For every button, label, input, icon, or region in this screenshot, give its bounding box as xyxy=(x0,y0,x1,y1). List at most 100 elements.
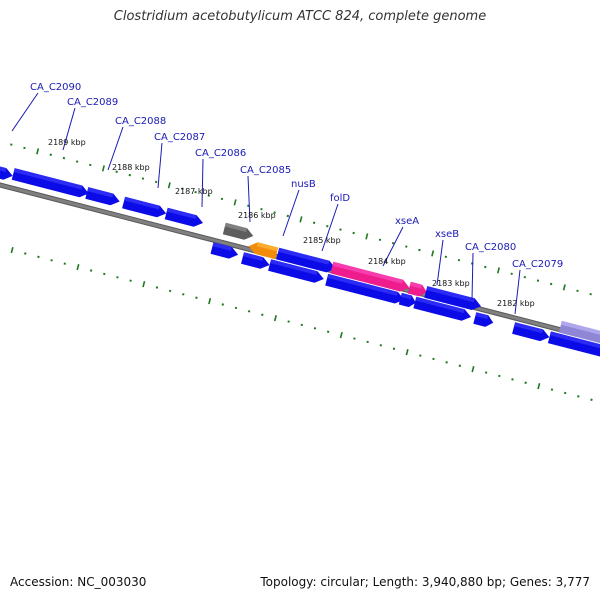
inner-tick-mark xyxy=(550,388,554,391)
inner-tick-mark xyxy=(445,361,448,364)
outer-tick-mark xyxy=(207,194,211,197)
outer-tick-mark xyxy=(23,146,26,150)
inner-tick-mark xyxy=(524,381,527,384)
outer-tick-mark xyxy=(457,258,461,262)
gene-arrow-highlight xyxy=(166,207,197,219)
inner-tick-mark xyxy=(10,246,14,254)
outer-tick-mark xyxy=(484,265,487,269)
inner-tick-mark xyxy=(168,289,172,293)
gene-label-leader xyxy=(321,203,339,252)
inner-tick-mark xyxy=(142,281,146,288)
inner-tick-mark xyxy=(432,357,435,361)
inner-tick-mark xyxy=(339,332,343,339)
outer-tick-mark xyxy=(233,199,237,206)
gene-arrow-highlight xyxy=(560,320,600,335)
outer-tick-mark xyxy=(405,245,408,248)
inner-tick-mark xyxy=(498,374,501,378)
outer-tick-mark xyxy=(391,241,395,245)
kbp-label-text: 2189 kbp xyxy=(48,138,86,147)
gene-label-leader xyxy=(201,158,204,208)
gene-arrow-highlight xyxy=(332,261,404,284)
inner-tick-mark xyxy=(63,262,66,265)
inner-tick-mark xyxy=(392,347,396,350)
gene-label-text: xseA xyxy=(395,216,419,227)
inner-tick-mark xyxy=(419,354,422,357)
outer-tick-mark xyxy=(312,221,316,224)
outer-tick-mark xyxy=(101,165,105,172)
outer-tick-mark xyxy=(365,233,369,240)
inner-tick-mark xyxy=(195,296,198,299)
kbp-label-text: 2183 kbp xyxy=(432,279,470,288)
outer-tick-mark xyxy=(444,255,448,259)
gene-label-leader xyxy=(62,107,76,151)
inner-tick-mark xyxy=(577,395,580,398)
outer-tick-mark xyxy=(128,173,132,177)
gene-arrow-highlight xyxy=(400,292,412,300)
inner-tick-mark xyxy=(563,391,567,395)
outer-tick-mark xyxy=(299,216,303,223)
inner-tick-mark xyxy=(261,313,264,316)
inner-tick-mark xyxy=(221,303,225,306)
inner-tick-mark xyxy=(379,344,383,347)
gene-label-leader xyxy=(11,92,39,132)
outer-tick-mark xyxy=(220,197,224,201)
kbp-label-text: 2186 kbp xyxy=(238,211,276,220)
gene-label-text: xseB xyxy=(435,229,459,240)
outer-tick-mark xyxy=(523,275,527,279)
genome-summary-text: Topology: circular; Length: 3,940,880 bp… xyxy=(260,575,590,589)
outer-tick-mark xyxy=(352,231,355,235)
gene-label-leader xyxy=(157,142,163,189)
inner-tick-mark xyxy=(405,349,409,356)
gene-label-leader xyxy=(247,175,251,223)
inner-tick-mark xyxy=(273,315,277,322)
outer-tick-mark xyxy=(247,204,250,207)
gene-arrow-highlight xyxy=(243,252,264,261)
gene-arrow-highlight xyxy=(475,312,489,320)
gene-arrow-highlight xyxy=(13,168,83,190)
gene-label-text: CA_C2085 xyxy=(240,165,291,176)
gene-label-text: CA_C2086 xyxy=(195,148,246,159)
gene-label-text: CA_C2088 xyxy=(115,116,166,127)
gene-arrow-highlight xyxy=(327,273,398,296)
inner-tick-mark xyxy=(116,276,119,279)
inner-tick-mark xyxy=(353,337,356,340)
outer-tick-mark xyxy=(36,148,40,155)
gene-label-text: CA_C2090 xyxy=(30,82,81,93)
label-leaders xyxy=(11,92,521,315)
inner-tick-mark xyxy=(24,252,27,255)
inner-tick-mark xyxy=(471,366,475,373)
gene-features xyxy=(0,166,600,357)
outer-tick-mark xyxy=(62,156,66,160)
outer-tick-mark xyxy=(378,238,382,241)
gene-label-leader xyxy=(514,269,521,315)
kbp-label-text: 2187 kbp xyxy=(175,187,213,196)
inner-tick-mark xyxy=(287,320,290,323)
kbp-labels: 2189 kbp 2188 kbp 2187 kbp 2186 kbp 2185 kbp… xyxy=(48,138,535,308)
outer-tick-mark xyxy=(326,224,329,228)
tick-rings xyxy=(0,143,593,401)
outer-tick-mark xyxy=(141,177,145,180)
gene-arrow-highlight xyxy=(278,247,330,265)
gene-arrow-highlight xyxy=(409,281,423,289)
outer-tick-mark xyxy=(286,214,290,218)
gene-arrow xyxy=(0,166,13,180)
gene-label-leader xyxy=(282,189,300,237)
gene-arrow-highlight xyxy=(124,196,160,210)
outer-tick-mark xyxy=(562,284,566,291)
gene-arrow-highlight xyxy=(256,242,279,252)
inner-tick-mark xyxy=(366,340,369,344)
gene-label-leader xyxy=(382,226,404,267)
outer-tick-mark xyxy=(75,160,79,163)
kbp-label-text: 2182 kbp xyxy=(497,299,535,308)
inner-tick-mark xyxy=(155,286,159,289)
outer-tick-mark xyxy=(431,250,435,257)
inner-tick-mark xyxy=(37,255,40,259)
gene-arrow-highlight xyxy=(415,296,465,314)
map-title: Clostridium acetobutylicum ATCC 824, com… xyxy=(113,9,487,24)
kbp-label-text: 2185 kbp xyxy=(303,236,341,245)
inner-tick-mark xyxy=(300,323,304,327)
kbp-label-text: 2184 kbp xyxy=(368,257,406,266)
inner-tick-mark xyxy=(103,272,106,276)
gene-arrow-highlight xyxy=(224,222,248,232)
inner-tick-mark xyxy=(247,310,251,313)
